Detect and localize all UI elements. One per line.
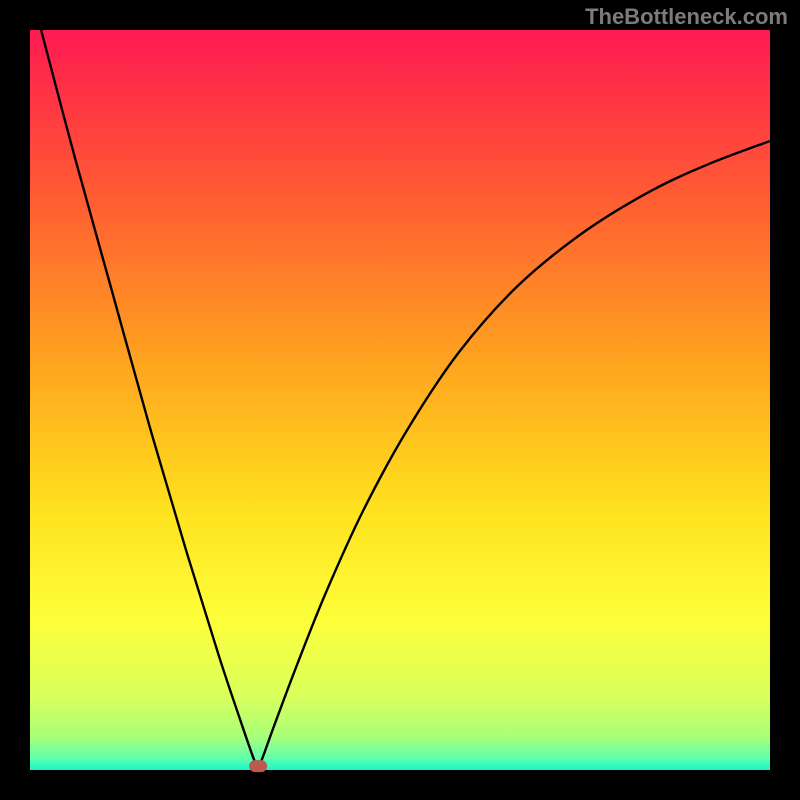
chart-frame: TheBottleneck.com: [0, 0, 800, 800]
bottleneck-curve: [30, 30, 770, 770]
watermark-text: TheBottleneck.com: [585, 4, 788, 30]
plot-area: [30, 30, 770, 770]
optimum-marker: [249, 760, 267, 772]
